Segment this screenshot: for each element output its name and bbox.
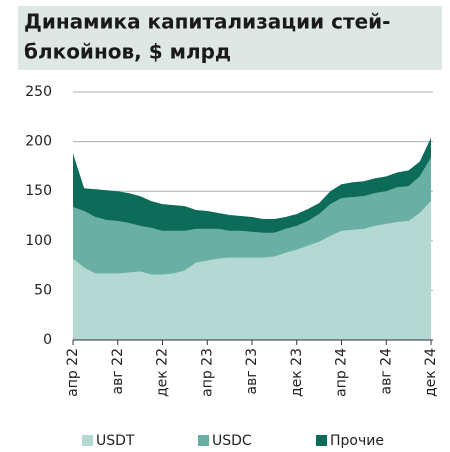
area bbox=[73, 201, 431, 340]
x-tick-label: апр 23 bbox=[199, 348, 215, 397]
x-tick-label: апр 24 bbox=[334, 348, 350, 397]
x-tick-label: дек 23 bbox=[289, 348, 305, 397]
legend-swatch bbox=[198, 435, 209, 446]
legend-label: USDC bbox=[212, 433, 252, 449]
legend-label: Прочие bbox=[330, 433, 384, 449]
legend-swatch bbox=[316, 435, 327, 446]
x-tick-label: авг 24 bbox=[378, 348, 394, 395]
chart-title: блкойнов, $ млрд bbox=[24, 40, 231, 64]
title-band bbox=[18, 6, 442, 70]
y-tick-label: 0 bbox=[43, 332, 52, 348]
area bbox=[73, 157, 431, 275]
y-tick-label: 200 bbox=[25, 134, 52, 150]
legend-label: USDT bbox=[96, 433, 135, 449]
area bbox=[73, 137, 431, 233]
legend-swatch bbox=[82, 435, 93, 446]
y-tick-label: 100 bbox=[25, 233, 52, 249]
y-tick-label: 250 bbox=[25, 84, 52, 100]
y-tick-label: 50 bbox=[34, 282, 52, 298]
x-tick-label: апр 22 bbox=[65, 348, 81, 397]
x-tick-label: дек 22 bbox=[155, 348, 171, 397]
x-tick-label: авг 23 bbox=[244, 348, 260, 394]
chart-title: Динамика капитализации стей- bbox=[24, 10, 390, 34]
x-tick-label: дек 24 bbox=[423, 348, 439, 397]
y-tick-label: 150 bbox=[25, 183, 52, 199]
x-tick-label: авг 22 bbox=[110, 348, 126, 394]
